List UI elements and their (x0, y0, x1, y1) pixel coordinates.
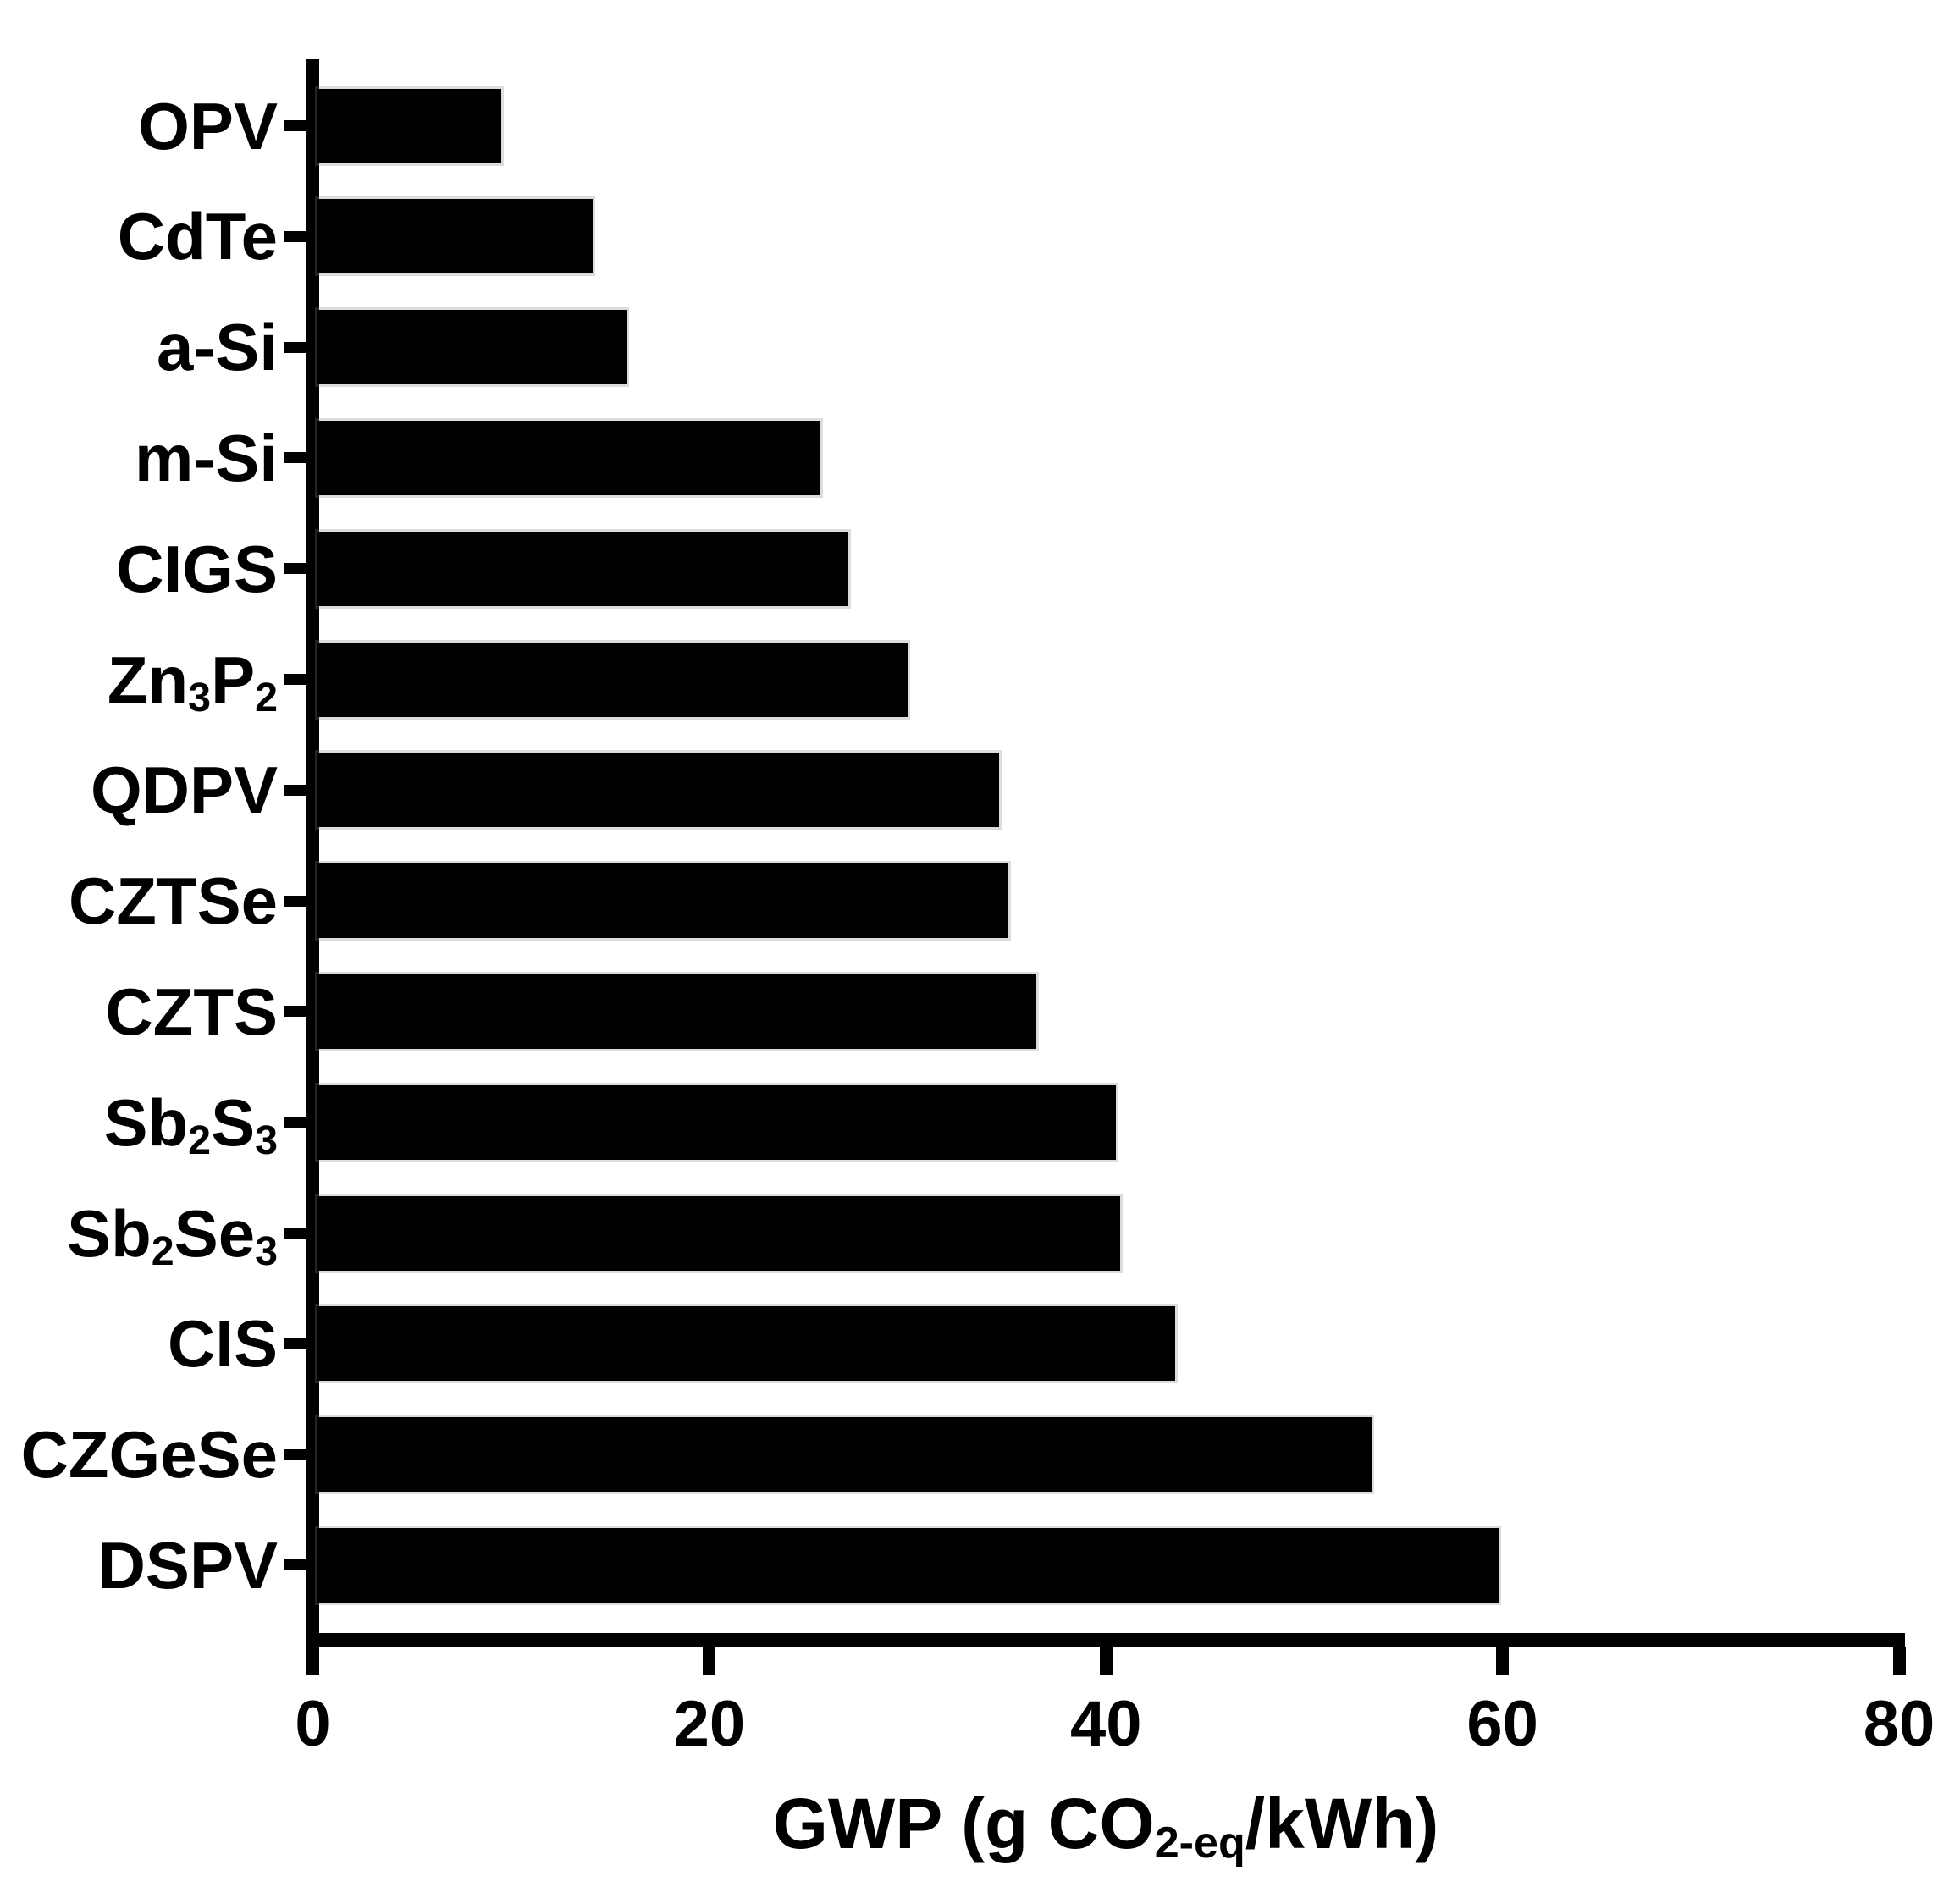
bar-cdte (317, 199, 593, 274)
y-tick-mark (284, 1338, 306, 1349)
y-tick-mark (284, 1559, 306, 1571)
y-tick-label-sb2se3: Sb2Se3 (67, 1195, 278, 1275)
x-tick-mark-20 (703, 1647, 716, 1675)
y-tick-label-cis: CIS (167, 1306, 278, 1382)
y-tick-label-opv: OPV (138, 88, 278, 163)
y-tick-mark (284, 1117, 306, 1128)
y-tick-mark (284, 1006, 306, 1018)
y-tick-label-czgese: CZGeSe (20, 1417, 278, 1492)
x-tick-mark-80 (1892, 1647, 1906, 1675)
y-tick-mark (284, 120, 306, 131)
y-tick-label-qdpv: QDPV (90, 753, 278, 828)
y-tick-label-cigs: CIGS (116, 531, 278, 606)
y-tick-mark (284, 563, 306, 575)
x-axis-title: GWP (g CO2-eq/kWh) (312, 1783, 1899, 1865)
bar-czts (317, 974, 1037, 1049)
y-tick-mark (284, 1228, 306, 1239)
x-tick-label-60: 60 (1466, 1688, 1538, 1760)
x-tick-mark-40 (1099, 1647, 1113, 1675)
bar-czgese (317, 1417, 1372, 1492)
y-tick-label-dspv: DSPV (97, 1527, 278, 1603)
y-tick-label-sb2s3: Sb2S3 (103, 1084, 278, 1164)
bar-dspv (317, 1527, 1499, 1603)
y-tick-mark (284, 1448, 306, 1460)
y-tick-mark (284, 895, 306, 907)
bar-sb2s3 (317, 1084, 1116, 1160)
x-axis-title-prefix: GWP (g CO (772, 1784, 1155, 1863)
x-axis-line (306, 1633, 1905, 1647)
y-tick-mark (284, 230, 306, 242)
bar-opv (317, 88, 501, 163)
x-tick-mark-0 (306, 1647, 319, 1675)
bar-a-si (317, 310, 627, 385)
bar-cztse (317, 863, 1009, 939)
x-tick-label-0: 0 (295, 1688, 331, 1760)
x-tick-label-40: 40 (1069, 1688, 1142, 1760)
x-axis-title-suffix: /kWh) (1245, 1784, 1439, 1863)
bar-cis (317, 1306, 1176, 1382)
y-tick-label-cdte: CdTe (117, 199, 278, 274)
y-tick-mark (284, 452, 306, 464)
x-tick-mark-60 (1496, 1647, 1510, 1675)
y-tick-mark (284, 784, 306, 796)
bar-qdpv (317, 753, 999, 828)
y-tick-label-m-si: m-Si (134, 420, 278, 495)
x-tick-label-80: 80 (1863, 1688, 1935, 1760)
x-axis-title-subscript: 2-eq (1154, 1818, 1245, 1868)
bar-sb2se3 (317, 1195, 1120, 1271)
y-tick-label-a-si: a-Si (156, 310, 278, 385)
y-axis-line (306, 59, 319, 1675)
bar-cigs (317, 531, 848, 606)
y-tick-mark (284, 674, 306, 685)
y-tick-label-zn3p2: Zn3P2 (107, 642, 278, 721)
y-tick-label-cztse: CZTSe (68, 863, 278, 939)
bar-m-si (317, 420, 821, 495)
y-tick-mark (284, 341, 306, 353)
x-tick-label-20: 20 (673, 1688, 746, 1760)
y-tick-label-czts: CZTS (105, 974, 278, 1049)
bar-zn3p2 (317, 642, 908, 717)
